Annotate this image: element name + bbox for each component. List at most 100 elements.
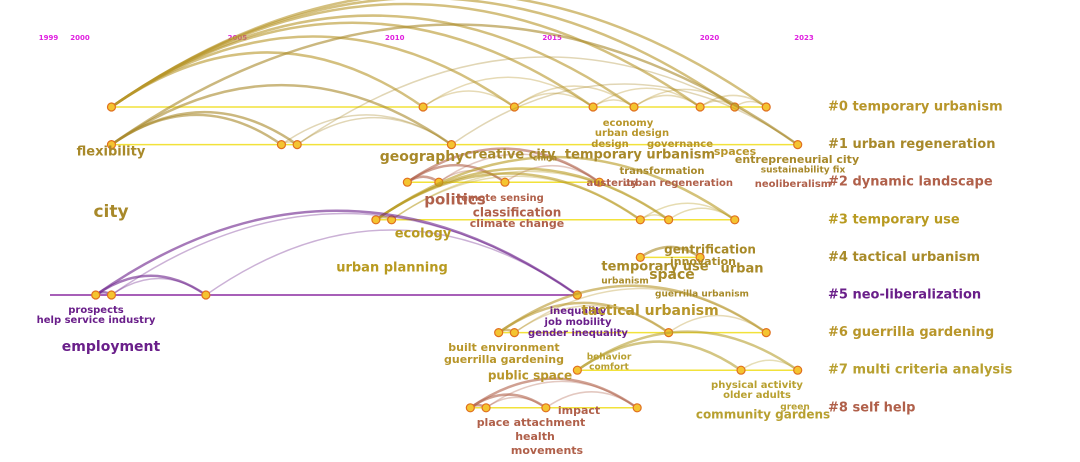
keyword-label: guerrilla urbanism (655, 290, 749, 300)
link-arc (438, 153, 600, 183)
link-arc (451, 83, 799, 146)
link-arc (740, 359, 799, 371)
keyword-label: job mobility (544, 317, 612, 328)
x-tick-label: 1999 (39, 34, 59, 42)
keyword-node (494, 328, 504, 338)
link-arc (110, 83, 453, 146)
keyword-label: urban (721, 262, 764, 277)
keyword-label: green (780, 403, 810, 413)
link-arc (504, 165, 600, 183)
link-arc (513, 304, 670, 334)
keyword-node (793, 365, 803, 375)
keyword-label: entrepreneurial city (735, 153, 859, 166)
link-arc (497, 284, 767, 334)
link-arc (111, 277, 207, 296)
keyword-node (371, 215, 381, 225)
keyword-node (402, 177, 412, 187)
link-arc (668, 314, 767, 334)
link-arc (633, 94, 701, 108)
keyword-label: public space (488, 369, 572, 383)
keyword-node (793, 140, 803, 150)
keyword-node (588, 102, 598, 112)
link-arc (391, 170, 670, 221)
keyword-label: design (591, 139, 629, 150)
keyword-label: remote sensing (456, 193, 544, 204)
link-arc (668, 207, 736, 221)
keyword-label: ecology (395, 227, 452, 242)
link-arc (110, 35, 516, 109)
keyword-label: prospects (68, 305, 124, 316)
link-arc (513, 287, 767, 334)
keyword-label: china (533, 154, 557, 163)
x-tick-label: 2000 (70, 34, 90, 42)
keyword-label: temporary use (601, 260, 708, 275)
keyword-node (509, 102, 519, 112)
keyword-node (91, 290, 101, 300)
keyword-label: geography (380, 149, 465, 165)
keyword-node (695, 252, 705, 262)
keyword-node (465, 403, 475, 413)
keyword-node (635, 252, 645, 262)
keyword-node (418, 102, 428, 112)
keyword-label: economy (603, 118, 654, 129)
keyword-node (695, 102, 705, 112)
cluster-label: #3 temporary use (828, 212, 960, 227)
link-arc (422, 76, 594, 108)
link-arc (95, 209, 579, 297)
keyword-label: neoliberalism (755, 179, 831, 190)
keyword-label: movements (511, 444, 584, 457)
link-arc (296, 56, 799, 146)
keyword-node (632, 403, 642, 413)
keyword-label: behavior (587, 353, 632, 363)
link-arc (639, 202, 736, 221)
link-arc (469, 377, 638, 409)
link-arc (576, 330, 799, 372)
keyword-label: urban planning (336, 261, 448, 276)
cluster-label: #7 multi criteria analysis (828, 363, 1013, 378)
keyword-label: gentrification (664, 243, 756, 257)
keyword-node (106, 102, 117, 112)
keyword-label: climate change (470, 217, 564, 230)
x-tick-label: 2015 (542, 34, 562, 42)
keyword-label: flexibility (77, 145, 146, 160)
keyword-node (572, 365, 582, 375)
keyword-label: urban design (595, 128, 669, 139)
link-arc (485, 380, 638, 409)
x-tick-label: 2010 (385, 34, 405, 42)
keyword-node (481, 403, 491, 413)
keyword-label: austerity (586, 178, 638, 189)
x-tick-label: 2023 (794, 34, 814, 42)
link-arc (513, 92, 594, 108)
link-arc (281, 114, 452, 146)
link-arc (110, 110, 298, 146)
link-arc (375, 155, 736, 221)
keyword-node (635, 215, 645, 225)
keyword-node (761, 102, 771, 112)
keyword-label: urban regeneration (623, 178, 733, 189)
keyword-label: help service industry (37, 315, 156, 326)
keyword-label: employment (62, 339, 161, 355)
keyword-label: temporary urbanism (565, 148, 715, 163)
keyword-node (106, 140, 117, 150)
x-tick-label: 2020 (700, 34, 720, 42)
keyword-label: governance (647, 139, 713, 150)
keyword-node (736, 365, 746, 375)
keyword-label: inequality (550, 306, 607, 317)
link-arc (205, 229, 578, 296)
keyword-node (730, 215, 740, 225)
link-arc (422, 90, 515, 108)
link-arc (110, 23, 799, 146)
keyword-node (500, 177, 510, 187)
keyword-node (664, 215, 674, 225)
keyword-label: space (649, 267, 695, 283)
link-arc (545, 391, 638, 409)
keyword-label: impact (558, 404, 600, 417)
keyword-label: physical activity (711, 380, 803, 391)
keyword-node (509, 328, 519, 338)
keyword-node (446, 140, 457, 150)
link-arc (592, 87, 701, 108)
link-arc (513, 85, 635, 108)
keyword-label: city (93, 202, 128, 222)
keyword-label: comfort (589, 363, 629, 373)
